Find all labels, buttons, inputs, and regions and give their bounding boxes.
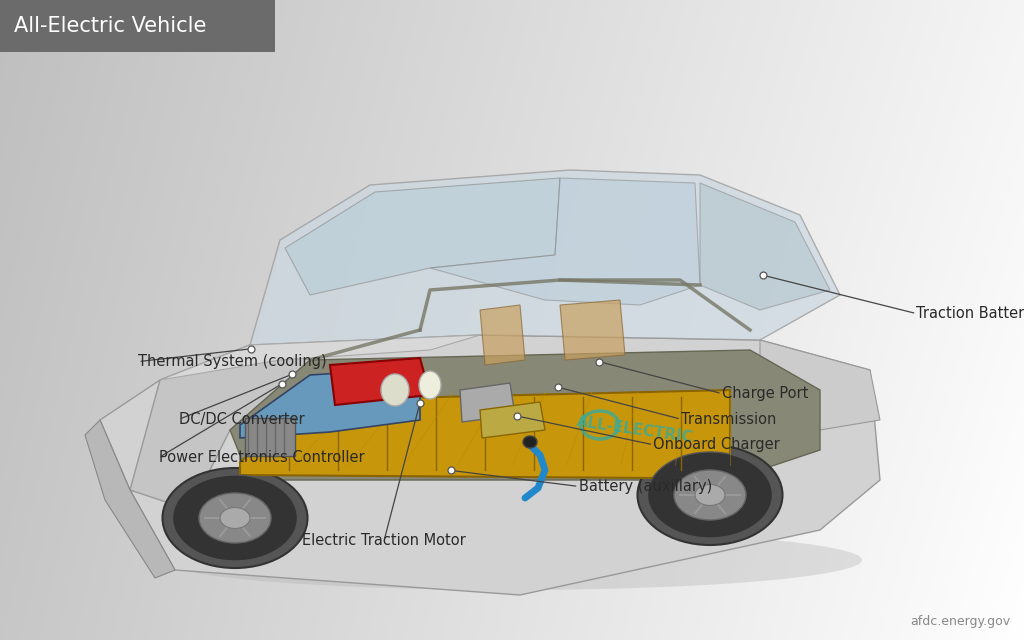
Ellipse shape <box>220 508 250 529</box>
Text: DC/DC Converter: DC/DC Converter <box>179 412 305 427</box>
Polygon shape <box>480 402 545 438</box>
Polygon shape <box>240 368 420 438</box>
Text: Thermal System (cooling): Thermal System (cooling) <box>138 354 327 369</box>
Text: Onboard Charger: Onboard Charger <box>653 437 780 452</box>
Text: Charge Port: Charge Port <box>722 386 808 401</box>
Polygon shape <box>330 358 430 405</box>
Polygon shape <box>760 340 880 430</box>
Polygon shape <box>240 390 730 478</box>
Polygon shape <box>430 178 700 305</box>
Ellipse shape <box>172 475 298 561</box>
Ellipse shape <box>674 470 746 520</box>
Polygon shape <box>250 170 840 345</box>
Ellipse shape <box>163 468 307 568</box>
Polygon shape <box>230 350 820 480</box>
Ellipse shape <box>523 436 537 448</box>
Polygon shape <box>130 345 310 510</box>
Ellipse shape <box>695 484 725 506</box>
Bar <box>0 0 275 52</box>
Polygon shape <box>460 383 515 422</box>
Text: Transmission: Transmission <box>681 412 776 427</box>
Ellipse shape <box>162 530 862 590</box>
Polygon shape <box>85 420 175 578</box>
Text: Electric Traction Motor: Electric Traction Motor <box>302 533 466 548</box>
Ellipse shape <box>199 493 271 543</box>
Text: ALL-ELECTRIC: ALL-ELECTRIC <box>575 414 694 445</box>
Ellipse shape <box>419 371 441 399</box>
Text: Traction Battery Pack: Traction Battery Pack <box>916 306 1024 321</box>
Polygon shape <box>560 300 625 360</box>
Bar <box>245 418 295 456</box>
Text: All-Electric Vehicle: All-Electric Vehicle <box>14 16 207 36</box>
Text: afdc.energy.gov: afdc.energy.gov <box>910 615 1010 628</box>
Polygon shape <box>285 178 560 295</box>
Polygon shape <box>700 183 830 310</box>
Ellipse shape <box>647 452 772 538</box>
Ellipse shape <box>638 445 782 545</box>
Ellipse shape <box>381 374 409 406</box>
Text: Power Electronics Controller: Power Electronics Controller <box>159 450 365 465</box>
Polygon shape <box>100 335 880 595</box>
Polygon shape <box>160 335 480 380</box>
Polygon shape <box>480 305 525 365</box>
Text: Battery (auxillary): Battery (auxillary) <box>579 479 712 494</box>
